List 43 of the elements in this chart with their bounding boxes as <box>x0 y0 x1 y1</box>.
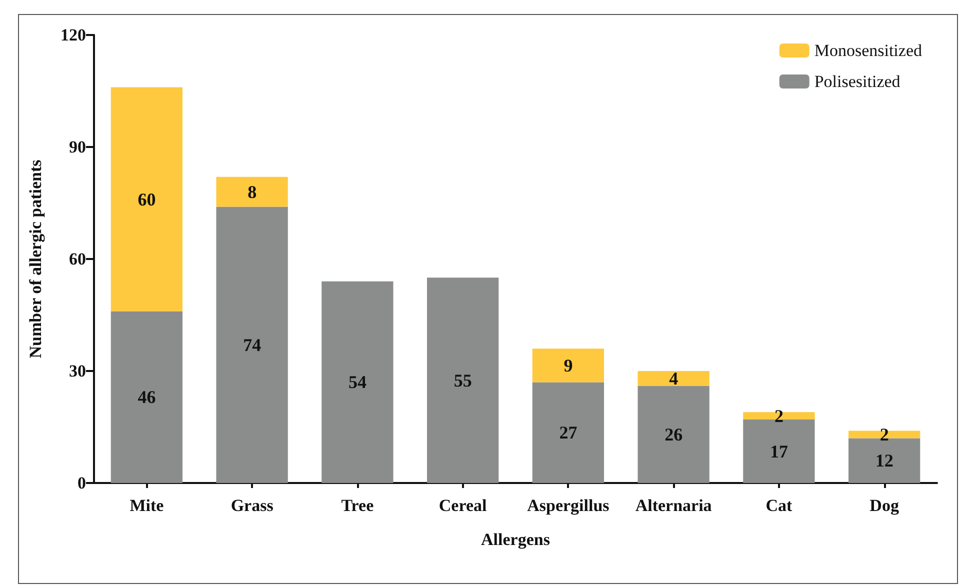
y-tick-label: 60 <box>69 250 86 268</box>
data-label: 4 <box>669 368 678 388</box>
data-label: 8 <box>248 182 257 202</box>
bar <box>110 87 183 312</box>
legend-label: Monosensitized <box>814 41 922 60</box>
bar <box>532 348 604 382</box>
x-tick-label: Cereal <box>438 496 487 515</box>
x-tick-label: Alternaria <box>635 496 712 515</box>
x-tick-label: Mite <box>130 496 164 515</box>
data-label: 17 <box>770 441 788 462</box>
bar <box>743 412 815 420</box>
bar <box>638 386 710 483</box>
data-label: 2 <box>774 406 784 426</box>
bar <box>848 430 920 438</box>
x-axis-title: Allergens <box>481 530 550 549</box>
data-label: 46 <box>138 387 156 408</box>
bar <box>638 371 710 386</box>
data-label: 74 <box>243 334 262 355</box>
bar <box>110 311 183 483</box>
legend-label: Polisesitized <box>814 72 901 91</box>
data-label: 60 <box>138 189 156 210</box>
x-tick-label: Grass <box>230 496 274 515</box>
bar <box>216 176 288 207</box>
data-label: 54 <box>348 372 366 392</box>
y-tick-label: 90 <box>69 138 86 156</box>
y-tick-label: 0 <box>78 474 86 492</box>
y-tick-label: 120 <box>60 26 86 44</box>
data-label: 12 <box>875 450 894 471</box>
y-tick-label: 30 <box>69 362 86 380</box>
bar <box>322 281 394 483</box>
x-tick-label: Cat <box>766 496 792 515</box>
data-label: 2 <box>880 424 889 444</box>
y-axis-title: Number of allergic patients <box>26 159 45 358</box>
bar <box>532 382 604 483</box>
x-tick-label: Aspergillus <box>527 496 610 515</box>
bar <box>216 206 288 483</box>
data-label: 26 <box>664 424 683 444</box>
x-tick-label: Dog <box>870 496 900 515</box>
data-label: 9 <box>564 355 573 376</box>
data-label: 55 <box>454 370 472 390</box>
x-tick-label: Tree <box>341 496 374 515</box>
bar <box>426 278 499 483</box>
data-label: 27 <box>559 422 578 443</box>
